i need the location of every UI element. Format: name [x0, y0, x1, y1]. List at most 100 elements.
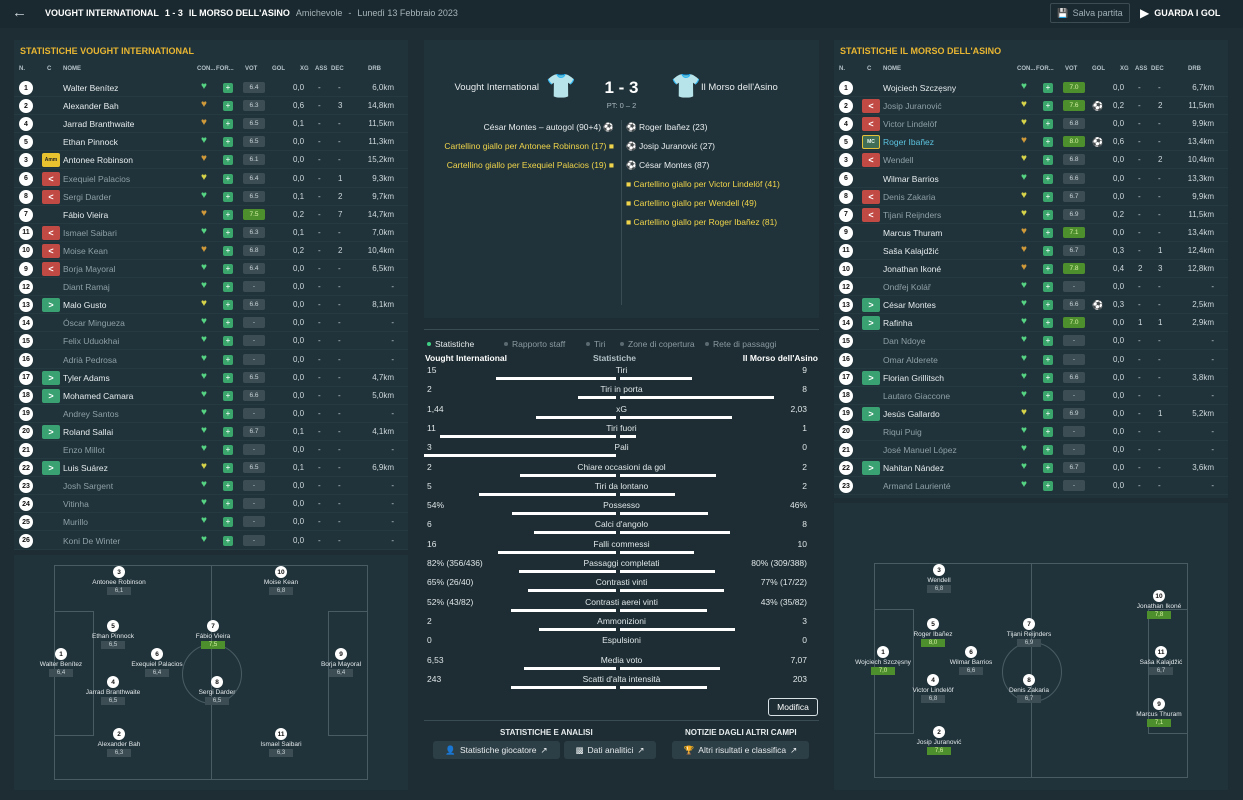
- pitch-player[interactable]: 7 Tijani Reijnders 6,9: [999, 618, 1059, 647]
- player-row[interactable]: 15 Dan Ndoye ♥ + -0,0- - -: [834, 332, 1228, 351]
- player-row[interactable]: 21 Enzo Millot ♥ + -0,0- - -: [14, 441, 408, 459]
- player-row[interactable]: 23 Armand Laurienté ♥ + -0,0- - -: [834, 477, 1228, 496]
- player-name[interactable]: Adrià Pedrosa: [63, 354, 117, 365]
- player-name[interactable]: Mohamed Camara: [63, 390, 134, 401]
- column-header-for[interactable]: FOR...: [1036, 66, 1054, 72]
- player-name[interactable]: Rafinha: [883, 318, 913, 329]
- tab-tiri[interactable]: Tiri: [586, 339, 605, 349]
- player-row[interactable]: 20 > Roland Sallai ♥ +6.7 0,1 - - 4,1km: [14, 423, 408, 441]
- player-name[interactable]: Marcus Thuram: [883, 227, 943, 238]
- player-name[interactable]: Malo Gusto: [63, 300, 107, 311]
- player-name[interactable]: Luis Suárez: [63, 463, 108, 474]
- player-row[interactable]: 6 Wilmar Barrios ♥ +6.6 0,0 - - 13,3km: [834, 170, 1228, 188]
- column-header-c[interactable]: C: [47, 66, 52, 72]
- pitch-player[interactable]: 8 Sergi Darder 6,5: [187, 676, 247, 705]
- pitch-player[interactable]: 1 Walter Benítez 6,4: [31, 648, 91, 677]
- player-row[interactable]: 23 Josh Sargent ♥ + -0,0- - -: [14, 477, 408, 496]
- player-row[interactable]: 10 Jonathan Ikoné ♥ +7.8 0,4 2 3 12,8km: [834, 260, 1228, 278]
- player-name[interactable]: Ismael Saibari: [63, 227, 117, 238]
- player-row[interactable]: 11 < Ismael Saibari ♥ +6.3 0,1 - - 7,0km: [14, 224, 408, 242]
- player-name[interactable]: Lautaro Giaccone: [883, 390, 951, 401]
- player-name[interactable]: Moise Kean: [63, 245, 108, 256]
- pitch-player[interactable]: 7 Fábio Vieira 7,5: [183, 620, 243, 649]
- player-name[interactable]: Omar Alderete: [883, 354, 938, 365]
- pitch-player[interactable]: 2 Josip Juranović 7,6: [909, 726, 969, 755]
- pitch-player[interactable]: 4 Victor Lindelöf 6,8: [903, 674, 963, 703]
- player-row[interactable]: 2 Alexander Bah ♥ +6.3 0,6 - 3 14,8km: [14, 97, 408, 116]
- player-row[interactable]: 17 > Tyler Adams ♥ +6.5 0,0 - - 4,7km: [14, 369, 408, 387]
- player-name[interactable]: Josip Juranović: [883, 101, 942, 112]
- player-row[interactable]: 14 > Rafinha ♥ +7.0 0,0 1 1 2,9km: [834, 314, 1228, 333]
- player-name[interactable]: Roland Sallai: [63, 426, 114, 437]
- player-row[interactable]: 2 < Josip Juranović ♥ +7.6 ⚽ 0,2 - 2 11,5km: [834, 97, 1228, 116]
- player-name[interactable]: Antonee Robinson: [63, 155, 133, 166]
- column-header-dec[interactable]: DEC: [1151, 66, 1164, 72]
- player-row[interactable]: 8 < Sergi Darder ♥ +6.5 0,1 - 2 9,7km: [14, 188, 408, 206]
- player-name[interactable]: Wojciech Szczęsny: [883, 83, 957, 93]
- back-arrow-icon[interactable]: ←: [12, 4, 27, 21]
- player-name[interactable]: Enzo Millot: [63, 445, 105, 455]
- column-header-dec[interactable]: DEC: [331, 66, 344, 72]
- player-row[interactable]: 3 Amm Antonee Robinson ♥ +6.1 0,0 - - 15,2km: [14, 151, 408, 170]
- player-row[interactable]: 5 Ethan Pinnock ♥ +6.5 0,0 - - 11,3km: [14, 133, 408, 152]
- player-row[interactable]: 19 Andrey Santos ♥ + -0,0- - -: [14, 405, 408, 423]
- column-header-name[interactable]: NOME: [63, 66, 81, 72]
- player-row[interactable]: 12 Ondřej Kolář ♥ + -0,0- - -: [834, 278, 1228, 297]
- player-stats-button[interactable]: 👤 Statistiche giocatore ↗: [433, 741, 560, 759]
- tab-zone-di-copertura[interactable]: Zone di copertura: [620, 339, 695, 349]
- player-row[interactable]: 22 > Luis Suárez ♥ +6.5 0,1 - - 6,9km: [14, 459, 408, 478]
- player-name[interactable]: Nahitan Nández: [883, 463, 944, 474]
- player-name[interactable]: Borja Mayoral: [63, 264, 116, 274]
- save-match-button[interactable]: 💾 Salva partita: [1050, 3, 1130, 23]
- player-name[interactable]: Jonathan Ikoné: [883, 264, 942, 274]
- player-name[interactable]: Roger Ibañez: [883, 137, 935, 148]
- player-name[interactable]: Riqui Puig: [883, 426, 922, 437]
- player-row[interactable]: 18 Lautaro Giaccone ♥ + -0,0- - -: [834, 387, 1228, 405]
- pitch-player[interactable]: 9 Marcus Thuram 7,1: [1129, 698, 1189, 727]
- player-name[interactable]: Armand Laurienté: [883, 481, 951, 492]
- player-name[interactable]: Denis Zakaria: [883, 191, 936, 202]
- player-name[interactable]: César Montes: [883, 300, 936, 311]
- column-header-con[interactable]: CON...: [197, 66, 216, 72]
- player-row[interactable]: 8 < Denis Zakaria ♥ +6.7 0,0 - - 9,9km: [834, 188, 1228, 206]
- pitch-player[interactable]: 1 Wojciech Szczęsny 7,0: [853, 646, 913, 675]
- player-row[interactable]: 6 < Exequiel Palacios ♥ +6.4 0,0 - 1 9,3km: [14, 170, 408, 188]
- pitch-player[interactable]: 3 Antonee Robinson 6,1: [89, 566, 149, 595]
- player-row[interactable]: 3 < Wendell ♥ +6.8 0,0 - 2 10,4km: [834, 151, 1228, 170]
- column-header-n[interactable]: N.: [19, 66, 25, 72]
- player-row[interactable]: 21 José Manuel López ♥ + -0,0- - -: [834, 441, 1228, 459]
- tab-rapporto-staff[interactable]: Rapporto staff: [504, 339, 565, 349]
- player-name[interactable]: Jesús Gallardo: [883, 408, 940, 419]
- player-row[interactable]: 12 Diant Ramaj ♥ + -0,0- - -: [14, 278, 408, 297]
- player-row[interactable]: 13 > Malo Gusto ♥ +6.6 0,0 - - 8,1km: [14, 296, 408, 315]
- column-header-xg[interactable]: XG: [300, 66, 309, 72]
- watch-goals-button[interactable]: ▶ GUARDA I GOL ⌄: [1140, 6, 1243, 20]
- player-row[interactable]: 26 Koni De Winter ♥ + -0,0- - -: [14, 532, 408, 550]
- column-header-drb[interactable]: DRB: [1188, 66, 1201, 72]
- column-header-ass[interactable]: ASS: [315, 66, 328, 72]
- player-name[interactable]: Florian Grillitsch: [883, 372, 944, 383]
- player-name[interactable]: Sergi Darder: [63, 191, 112, 202]
- player-row[interactable]: 18 > Mohamed Camara ♥ +6.6 0,0 - - 5,0km: [14, 387, 408, 405]
- player-row[interactable]: 11 Saša Kalajdžić ♥ +6.7 0,3 - 1 12,4km: [834, 242, 1228, 260]
- column-header-name[interactable]: NOME: [883, 66, 901, 72]
- player-name[interactable]: Saša Kalajdžić: [883, 245, 939, 256]
- pitch-player[interactable]: 11 Saša Kalajdžić 6,7: [1131, 646, 1191, 675]
- tab-statistiche[interactable]: Statistiche: [427, 339, 474, 349]
- player-name[interactable]: Fábio Vieira: [63, 209, 109, 220]
- player-row[interactable]: 1 Wojciech Szczęsny ♥ +7.0 0,0 - - 6,7km: [834, 79, 1228, 97]
- column-header-con[interactable]: CON...: [1017, 66, 1036, 72]
- column-header-for[interactable]: FOR...: [216, 66, 234, 72]
- pitch-player[interactable]: 6 Wilmar Barrios 6,6: [941, 646, 1001, 675]
- column-header-gol[interactable]: GOL: [272, 66, 285, 72]
- player-name[interactable]: Murillo: [63, 517, 89, 528]
- player-name[interactable]: Josh Sargent: [63, 481, 114, 492]
- pitch-player[interactable]: 2 Alexander Bah 6,3: [89, 728, 149, 757]
- pitch-player[interactable]: 5 Roger Ibañez 8,0: [903, 618, 963, 647]
- tab-rete-di-passaggi[interactable]: Rete di passaggi: [705, 339, 776, 349]
- player-name[interactable]: Exequiel Palacios: [63, 173, 131, 184]
- pitch-player[interactable]: 11 Ismael Saibari 6,3: [251, 728, 311, 757]
- pitch-player[interactable]: 10 Jonathan Ikoné 7,8: [1129, 590, 1189, 619]
- other-results-button[interactable]: 🏆 Altri risultati e classifica ↗: [672, 741, 809, 759]
- player-name[interactable]: Koni De Winter: [63, 535, 121, 546]
